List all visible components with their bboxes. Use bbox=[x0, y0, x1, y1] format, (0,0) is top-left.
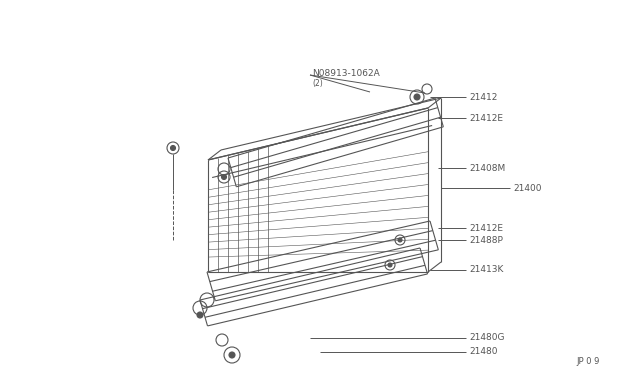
Text: 21400: 21400 bbox=[513, 183, 541, 192]
Text: 21408M: 21408M bbox=[469, 164, 505, 173]
Circle shape bbox=[197, 312, 203, 318]
Circle shape bbox=[221, 174, 227, 180]
Circle shape bbox=[170, 145, 175, 151]
Circle shape bbox=[398, 238, 402, 242]
Circle shape bbox=[388, 263, 392, 267]
Text: 21412E: 21412E bbox=[469, 224, 503, 232]
Text: 21488P: 21488P bbox=[469, 235, 503, 244]
Text: JP 0 9: JP 0 9 bbox=[577, 357, 600, 366]
Text: N08913-1062A: N08913-1062A bbox=[312, 68, 380, 77]
Circle shape bbox=[229, 352, 235, 358]
Text: 21480: 21480 bbox=[469, 347, 497, 356]
Text: 21413K: 21413K bbox=[469, 266, 504, 275]
Text: 21412E: 21412E bbox=[469, 113, 503, 122]
Text: (2): (2) bbox=[312, 78, 323, 87]
Text: 21412: 21412 bbox=[469, 93, 497, 102]
Text: 21480G: 21480G bbox=[469, 334, 504, 343]
Circle shape bbox=[414, 94, 420, 100]
